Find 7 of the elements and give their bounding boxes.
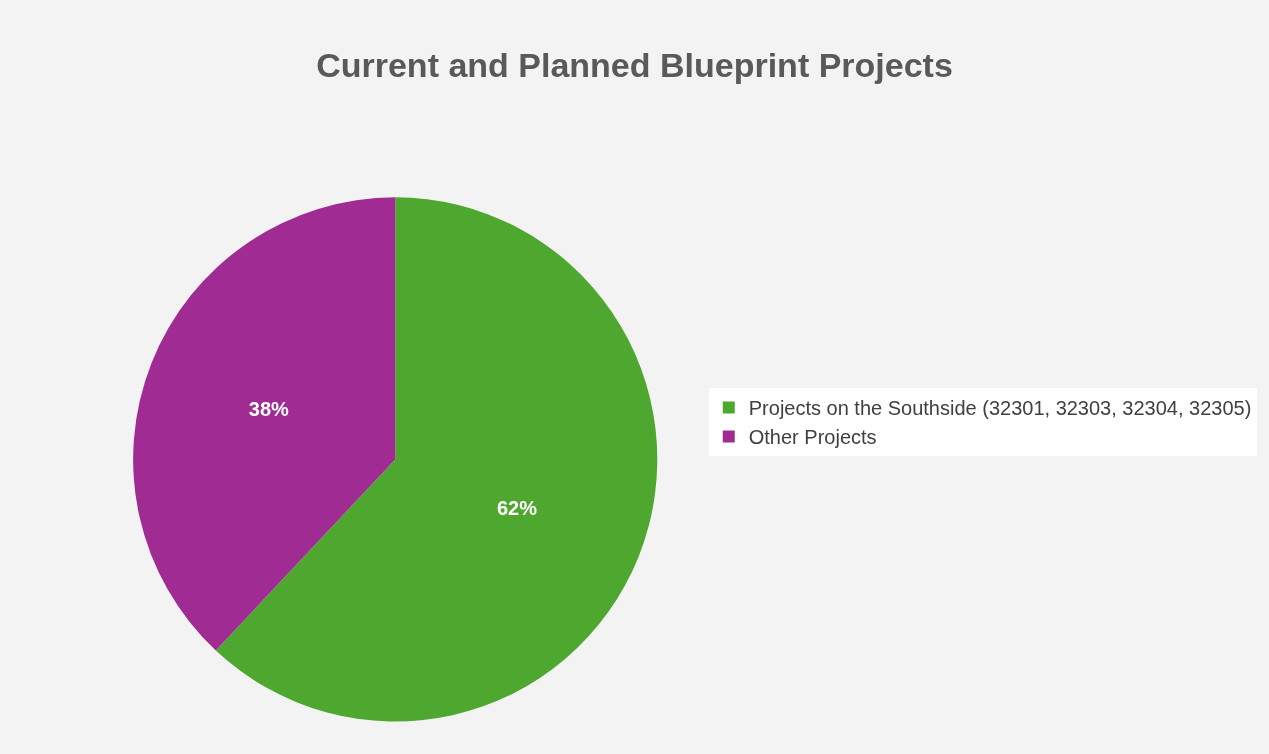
pie-slice xyxy=(133,197,396,651)
chart-title: Current and Planned Blueprint Projects xyxy=(316,45,953,84)
data-label: 38% xyxy=(248,398,290,421)
data-label: 62% xyxy=(496,496,538,519)
legend-label: Projects on the Southside (32301, 32303, 32304, 32305) xyxy=(748,397,1252,420)
legend-label: Other Projects xyxy=(748,426,877,449)
pie-slice xyxy=(215,197,658,722)
